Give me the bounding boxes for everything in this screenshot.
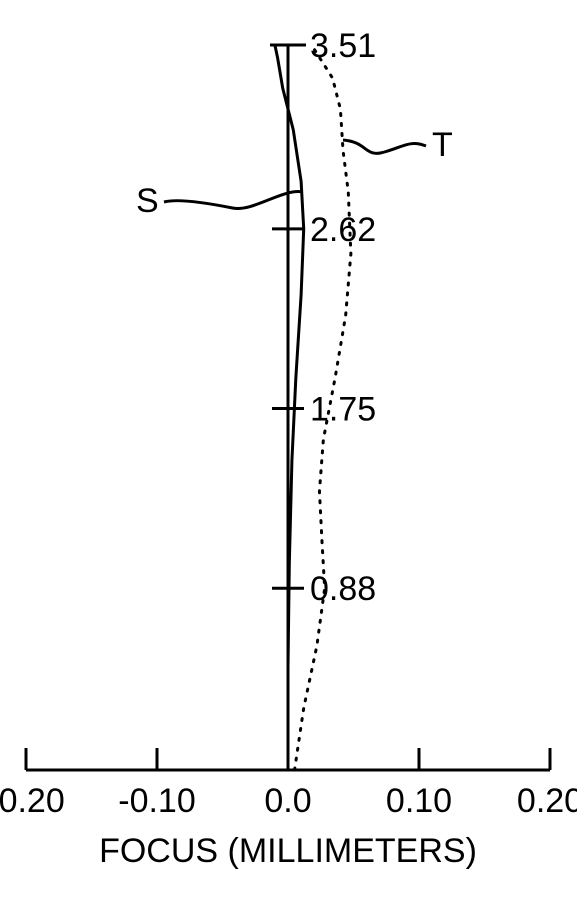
series-t-label: T (432, 126, 453, 164)
series-s-label: S (136, 182, 159, 220)
x-axis-label: FOCUS (MILLIMETERS) (99, 832, 477, 870)
x-tick-label: 0.10 (386, 782, 452, 820)
x-tick-label: -0.20 (0, 782, 65, 820)
y-tick-label: 1.75 (310, 391, 376, 429)
y-tick-label: 2.62 (310, 211, 376, 249)
leader-t (343, 140, 426, 153)
astigmatism-chart: -0.20-0.100.00.100.20 0.881.752.623.51 S… (0, 0, 577, 906)
x-tick-label: 0.20 (517, 782, 577, 820)
y-tick-label: 0.88 (310, 570, 376, 608)
x-tick-label: -0.10 (118, 782, 196, 820)
leader-s (164, 192, 301, 209)
x-tick-label: 0.0 (264, 782, 311, 820)
